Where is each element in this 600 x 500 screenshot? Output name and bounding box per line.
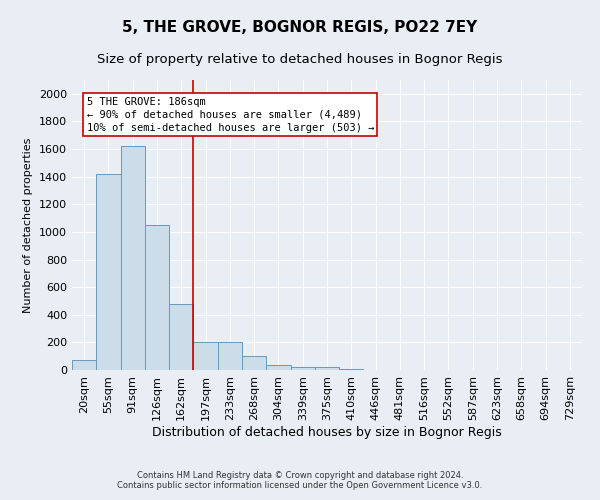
Bar <box>315 367 339 370</box>
Bar <box>290 366 315 370</box>
Bar <box>266 365 290 370</box>
Text: 5 THE GROVE: 186sqm
← 90% of detached houses are smaller (4,489)
10% of semi-det: 5 THE GROVE: 186sqm ← 90% of detached ho… <box>86 96 374 133</box>
Bar <box>169 304 193 370</box>
Text: 5, THE GROVE, BOGNOR REGIS, PO22 7EY: 5, THE GROVE, BOGNOR REGIS, PO22 7EY <box>122 20 478 35</box>
Text: Contains HM Land Registry data © Crown copyright and database right 2024.
Contai: Contains HM Land Registry data © Crown c… <box>118 470 482 490</box>
Bar <box>96 174 121 370</box>
Bar <box>193 342 218 370</box>
Bar <box>72 360 96 370</box>
Bar <box>218 342 242 370</box>
Bar <box>121 146 145 370</box>
Text: Size of property relative to detached houses in Bognor Regis: Size of property relative to detached ho… <box>97 52 503 66</box>
X-axis label: Distribution of detached houses by size in Bognor Regis: Distribution of detached houses by size … <box>152 426 502 438</box>
Bar <box>339 368 364 370</box>
Bar <box>145 225 169 370</box>
Bar <box>242 356 266 370</box>
Y-axis label: Number of detached properties: Number of detached properties <box>23 138 34 312</box>
